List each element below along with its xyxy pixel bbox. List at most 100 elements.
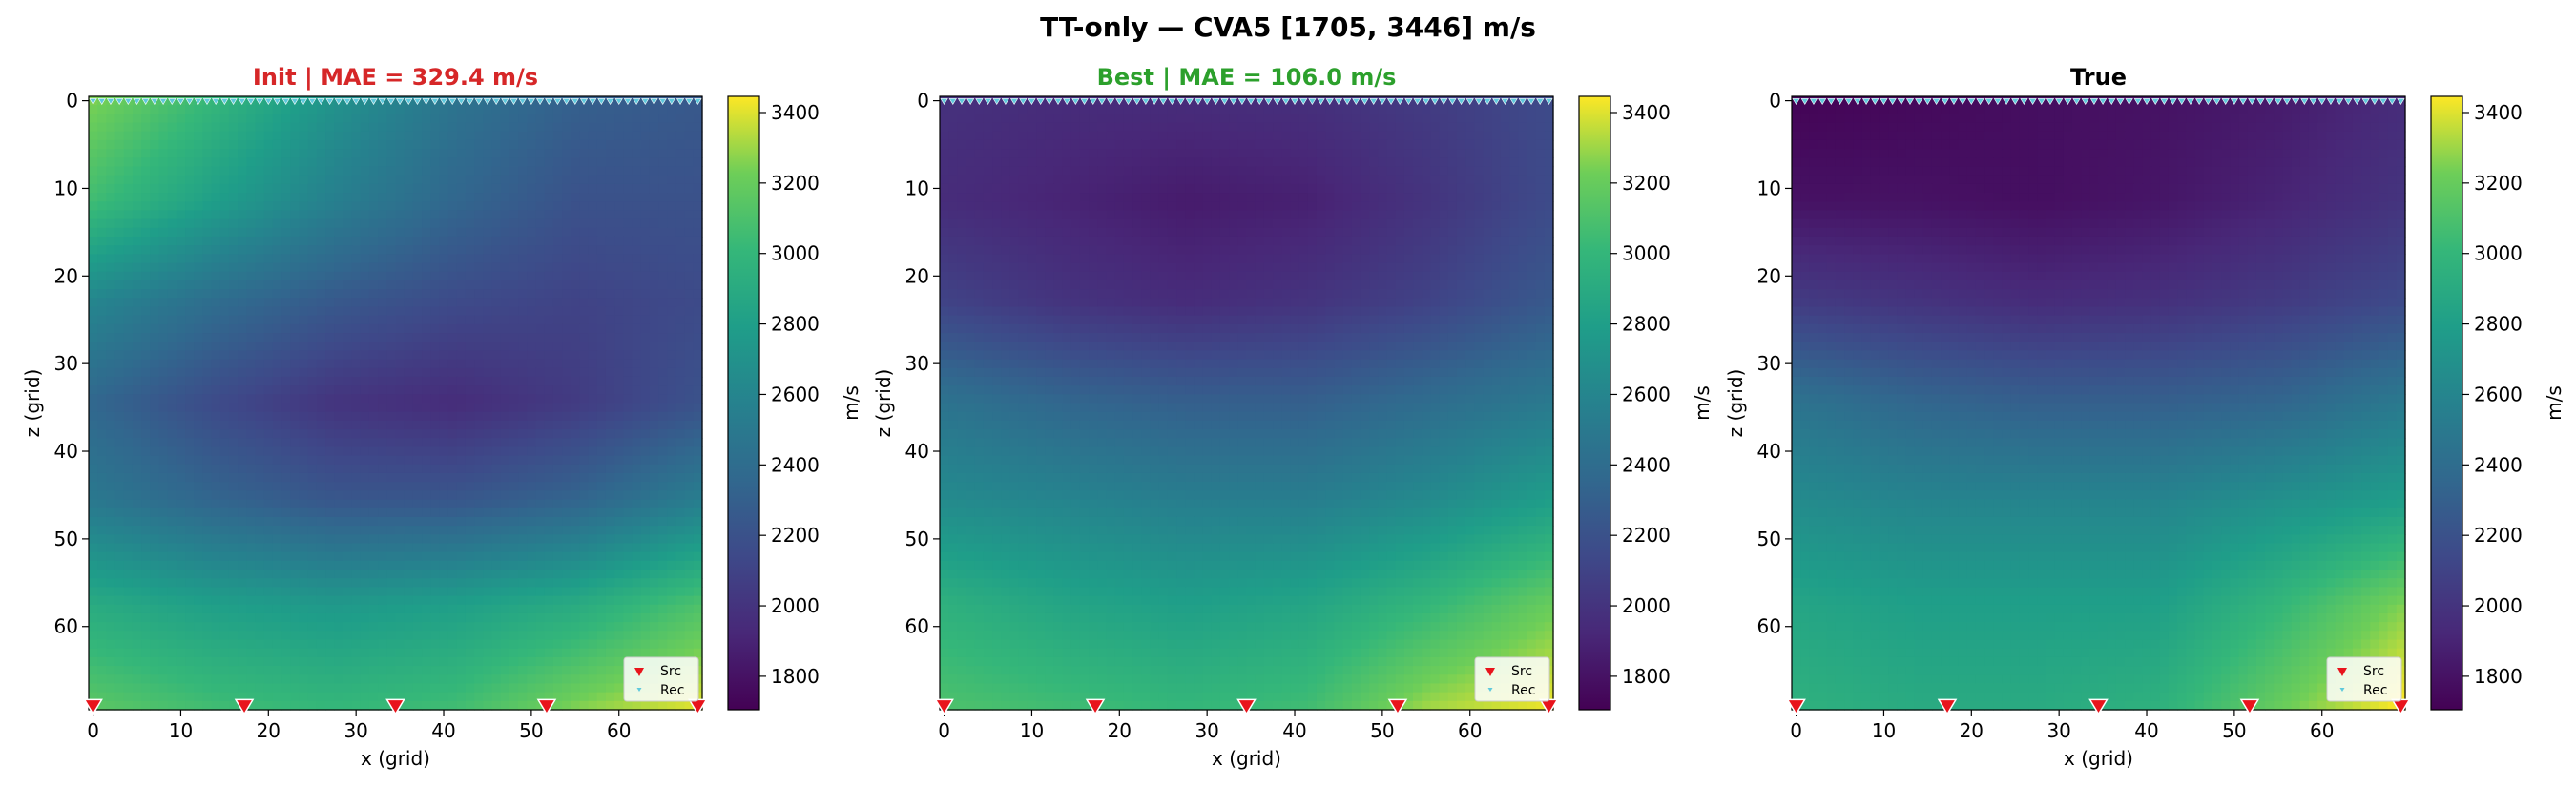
receiver-marker [1483,98,1492,105]
receiver-marker [352,98,361,105]
receiver-marker [308,98,317,105]
x-tick-label: 10 [169,719,193,742]
heatmap-best [940,96,1554,711]
receiver-marker [1361,98,1369,105]
receiver-marker [273,98,281,105]
panel-title: Best | MAE = 106.0 m/s [1097,64,1397,91]
receiver-marker [177,98,185,105]
receiver-marker [1518,98,1527,105]
receiver-marker [1509,98,1518,105]
receiver-marker [229,98,238,105]
receiver-marker [1861,98,1871,105]
receiver-marker [1264,98,1273,105]
receiver-marker [2204,98,2212,105]
receiver-marker [299,98,308,105]
receiver-marker [1792,98,1800,105]
legend: Src Rec [1474,656,1550,702]
receiver-marker [501,98,509,105]
z-tick-label: 50 [1757,528,1781,550]
z-tick-label: 0 [917,90,929,113]
colorbar-bar [1578,95,1611,711]
colorbar-tick-label: 2600 [1622,383,1671,405]
legend-src-marker [1485,668,1495,676]
receiver-marker [1220,98,1229,105]
x-tick-label: 30 [2046,719,2070,742]
receiver-marker [2265,98,2274,105]
x-axis-label: x (grid) [2064,747,2133,770]
receiver-marker [1430,98,1440,105]
receiver-marker [1115,98,1124,105]
receiver-marker [1923,98,1932,105]
receiver-marker [2089,98,2099,105]
x-tick-label: 0 [938,719,950,742]
receiver-marker [1045,98,1053,105]
receiver-marker [474,98,483,105]
legend-rec-marker [2339,688,2345,692]
legend-rec-marker [1487,688,1493,692]
receiver-marker [1984,98,1993,105]
z-tick-label: 60 [1757,615,1781,638]
colorbar-tick-label: 2000 [771,594,820,617]
z-axis-label: z (grid) [21,369,44,438]
x-tick-label: 50 [1370,719,1394,742]
x-tick-label: 40 [431,719,455,742]
receiver-marker [1440,98,1448,105]
receiver-marker [220,98,229,105]
receiver-marker [2248,98,2256,105]
receiver-marker [1536,98,1545,105]
receiver-marker [1063,98,1071,105]
receiver-marker [975,98,984,105]
receiver-marker [589,98,597,105]
colorbar-tick-label: 2600 [771,383,820,405]
receiver-marker [957,98,966,105]
receiver-marker [1352,98,1361,105]
receiver-marker [1404,98,1413,105]
receiver-marker [1308,98,1317,105]
receiver-marker [264,98,273,105]
receiver-marker [948,98,957,105]
receiver-marker [527,98,536,105]
receiver-marker [1527,98,1536,105]
colorbar-tick-label: 3000 [771,242,820,265]
z-tick-label: 60 [905,615,929,638]
receiver-marker [1317,98,1325,105]
receiver-marker [97,98,106,105]
x-tick-label: 10 [1872,719,1896,742]
legend-rec-label: Rec [1511,683,1535,698]
z-tick-label: 50 [54,528,78,550]
colorbar-tick-label: 2400 [771,453,820,476]
figure-suptitle: TT-only — CVA5 [1705, 3446] m/s [1040,11,1536,43]
colorbar-tick-label: 3400 [2474,101,2523,124]
receiver-marker [1299,98,1308,105]
x-tick-label: 10 [1020,719,1044,742]
receiver-marker [2081,98,2089,105]
receiver-marker [194,98,202,105]
x-tick-label: 50 [519,719,543,742]
legend-src-marker [634,668,644,676]
z-tick-label: 10 [54,176,78,199]
colorbar-best: 1800 2000 2200 2400 2600 2800 3000 3200 3400 m/s [1578,95,1714,711]
receiver-marker [1036,98,1045,105]
receiver-marker [168,98,177,105]
receiver-marker [571,98,579,105]
receiver-marker [1941,98,1949,105]
colorbar-bar [727,95,760,711]
receiver-marker [2125,98,2133,105]
colorbar-tick-label: 3000 [1622,242,1671,265]
receiver-marker [623,98,633,105]
x-tick-label: 60 [2310,719,2334,742]
receiver-marker [466,98,474,105]
receiver-marker [1343,98,1352,105]
receiver-marker [1853,98,1862,105]
receiver-marker [1836,98,1844,105]
receiver-marker [2388,98,2397,105]
z-tick-label: 30 [1757,352,1781,375]
source-marker [2239,698,2260,715]
receiver-marker [1844,98,1853,105]
colorbar-tick-label: 1800 [1622,665,1671,688]
receiver-marker [1229,98,1237,105]
x-tick-label: 60 [607,719,631,742]
receiver-marker [457,98,466,105]
receiver-marker [2326,98,2336,105]
receiver-marker [1413,98,1422,105]
